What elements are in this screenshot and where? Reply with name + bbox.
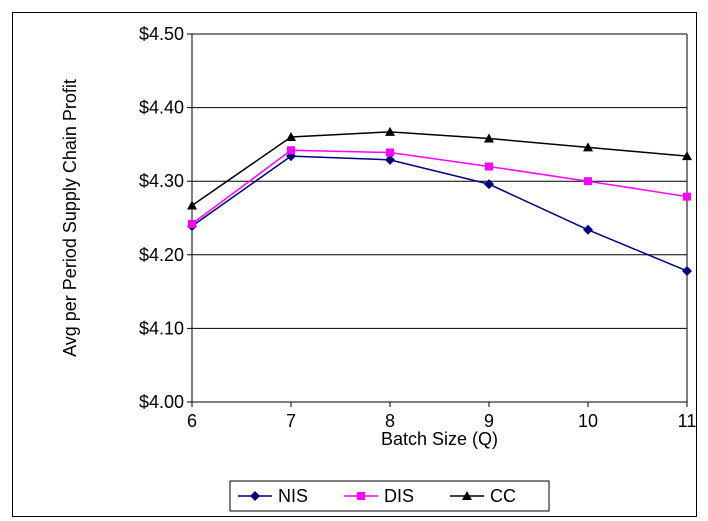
y-axis-title: Avg per Period Supply Chain Profit [60,79,80,357]
legend-label-cc: CC [490,486,516,506]
legend-marker-cc [462,491,472,500]
y-tick-label: $4.00 [139,392,184,412]
series-line-cc [191,131,688,207]
x-tick-label: 11 [678,411,697,431]
series-line-nis [191,155,688,272]
data-point-cc [484,133,494,143]
legend-marker-dis [357,492,365,500]
chart-frame [12,12,697,517]
data-point-dis [188,219,196,228]
legend-label-dis: DIS [384,486,414,506]
data-point-dis [485,162,493,171]
x-tick-label: 7 [286,411,296,431]
data-point-nis [484,179,494,190]
data-point-nis [385,154,395,165]
x-tick-label: 8 [385,411,395,431]
data-point-dis [287,146,295,155]
legend-label-nis: NIS [278,486,308,506]
data-point-cc [187,200,197,210]
x-tick-label: 9 [484,411,494,431]
y-tick-label: $4.10 [139,318,184,338]
data-point-cc [286,132,296,142]
x-tick-label: 10 [578,411,598,431]
data-point-cc [385,126,395,136]
x-tick-label: 6 [187,411,197,431]
y-tick-label: $4.20 [139,245,184,265]
legend-marker-nis [250,491,260,501]
series-line-dis [191,149,688,225]
data-point-cc [682,151,692,161]
data-point-dis [584,177,592,186]
y-tick-label: $4.40 [139,98,184,118]
data-point-nis [583,224,593,235]
x-axis-title: Batch Size (Q) [381,429,498,449]
y-tick-label: $4.30 [139,171,184,191]
data-point-cc [583,142,593,152]
legend-box [229,480,550,512]
y-tick-label: $4.50 [139,24,184,44]
data-point-nis [682,265,692,276]
data-point-dis [683,192,691,201]
data-point-dis [386,148,394,157]
